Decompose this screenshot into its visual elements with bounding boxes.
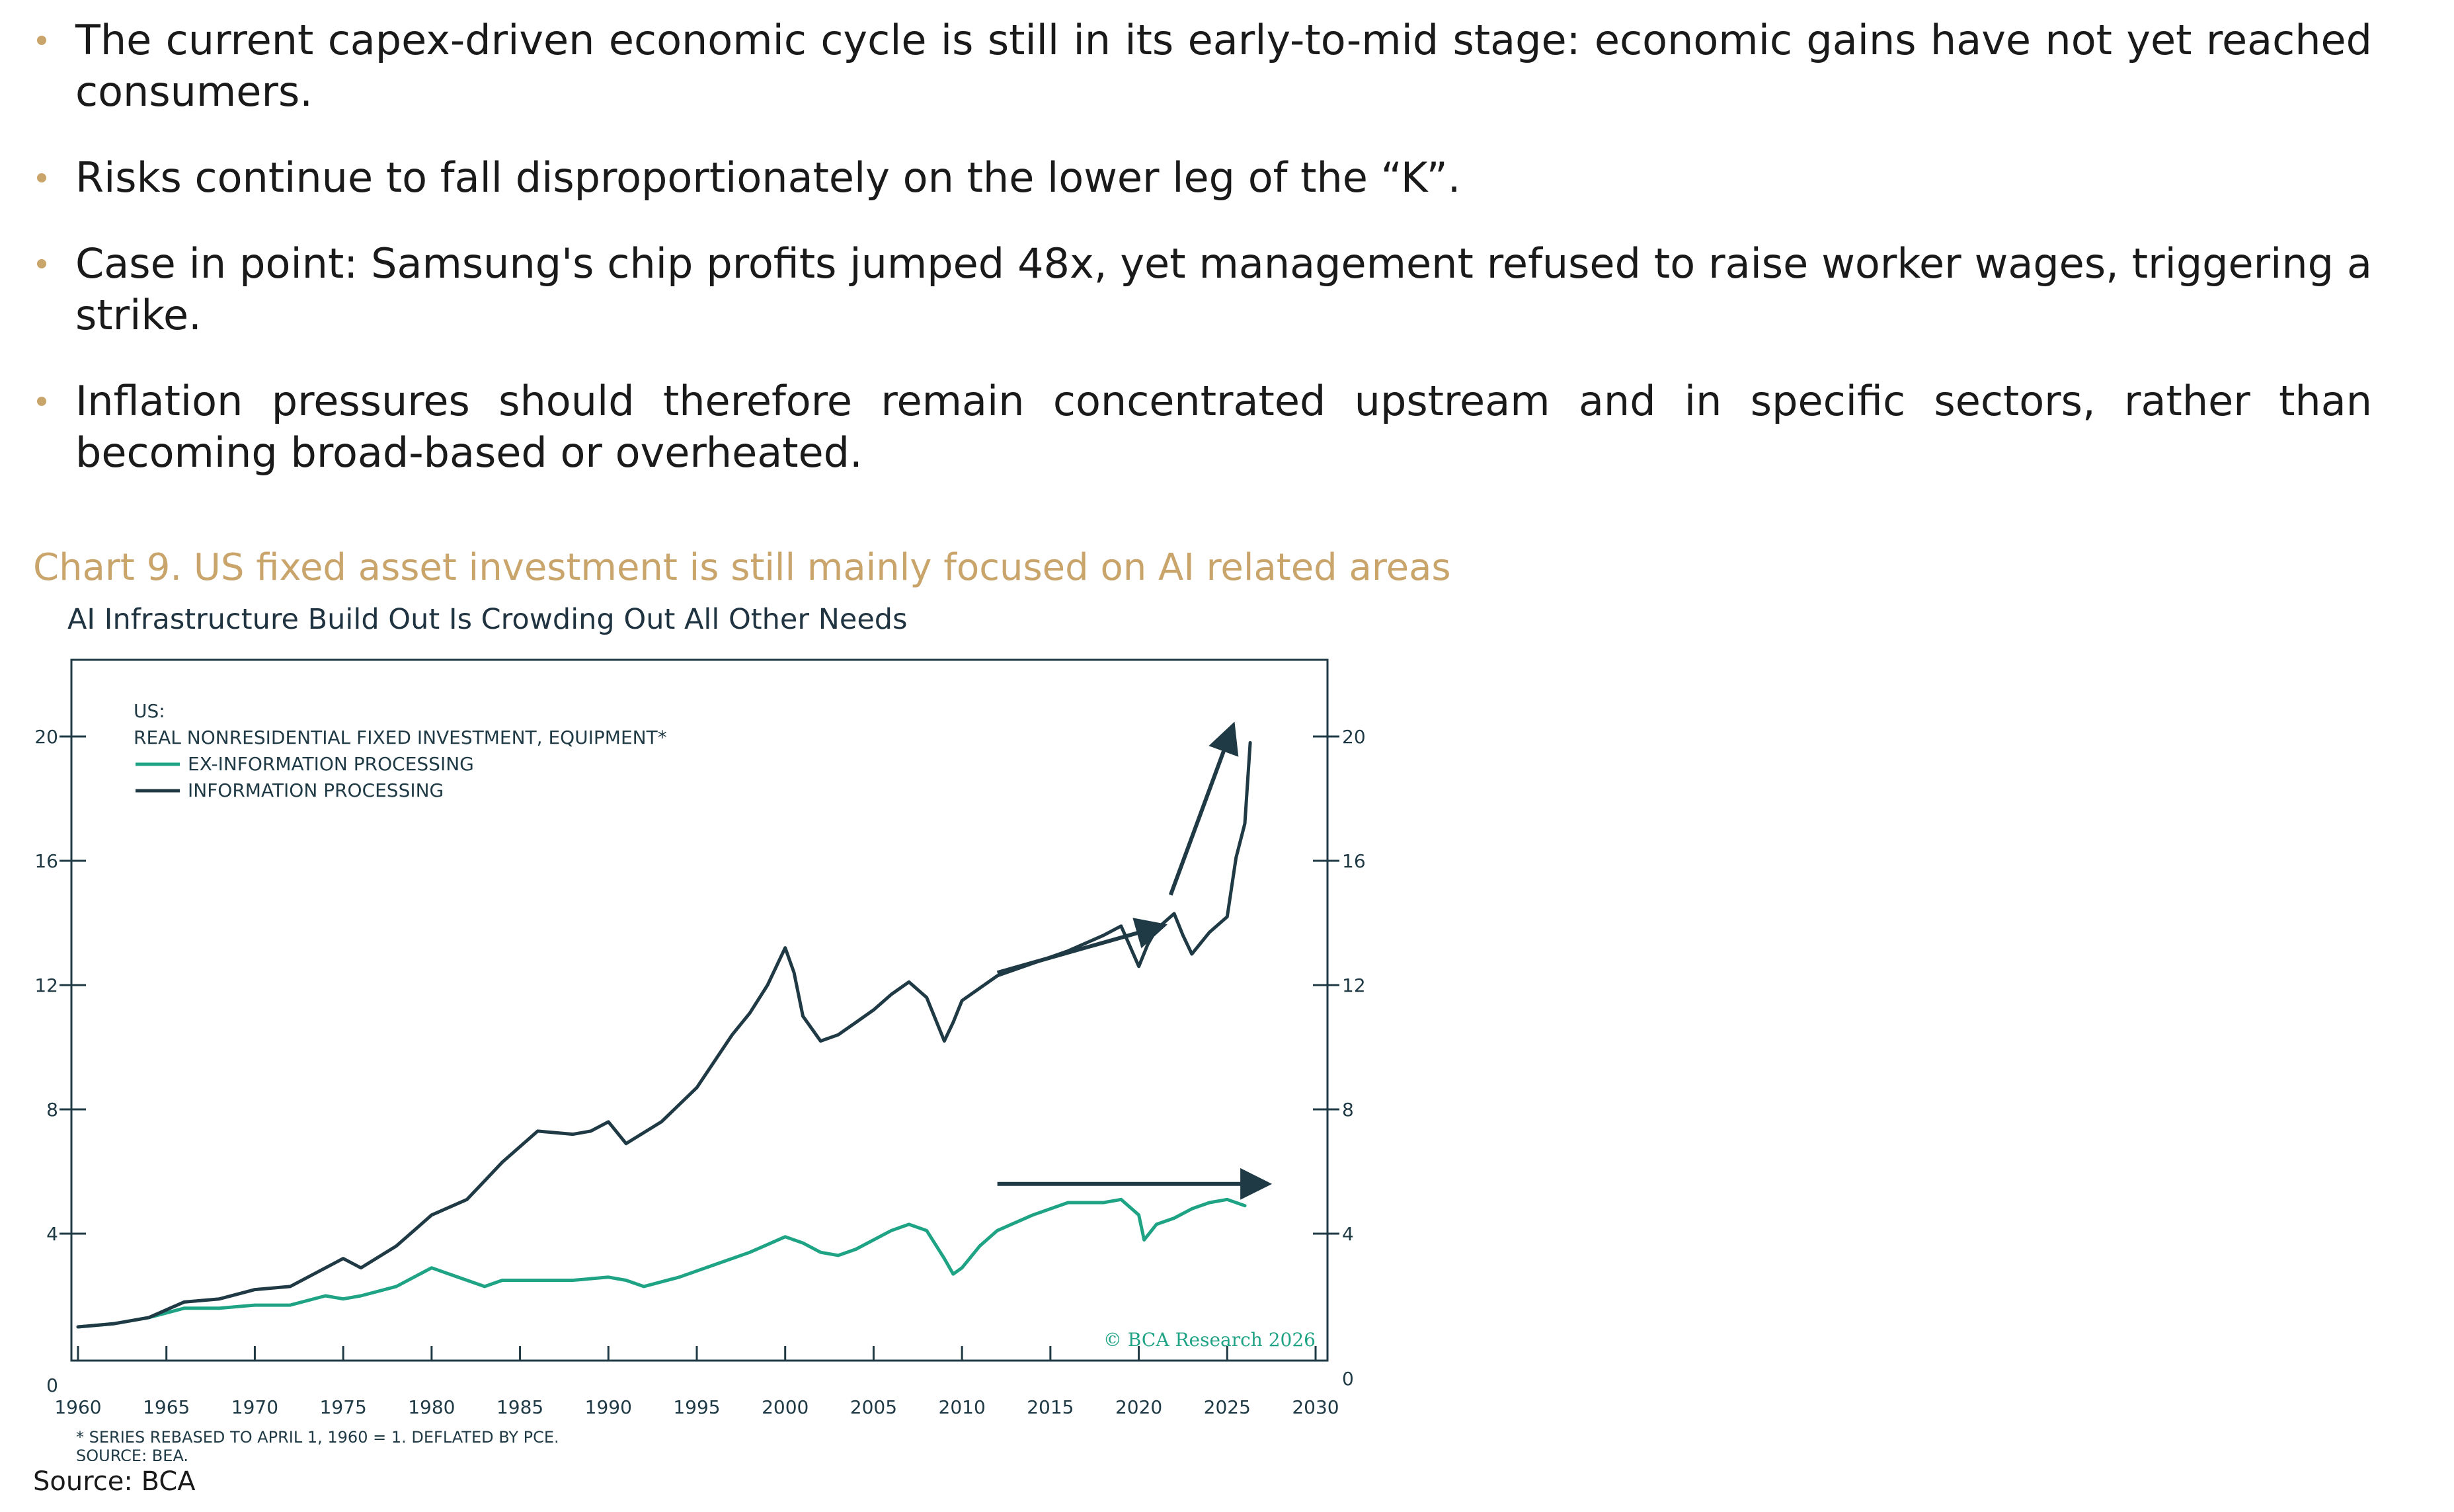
- annotation-group: [996, 721, 1273, 1200]
- x-tick-label: 1995: [673, 1396, 720, 1418]
- y-tick-label-left: 8: [46, 1099, 58, 1121]
- footnote-1: * SERIES REBASED TO APRIL 1, 1960 = 1. D…: [76, 1428, 559, 1447]
- legend-subtitle: REAL NONRESIDENTIAL FIXED INVESTMENT, EQ…: [134, 727, 667, 748]
- x-tick-label: 1990: [585, 1396, 632, 1418]
- y-tick-label-right: 16: [1342, 850, 1366, 872]
- trend-arrow-2: [1168, 721, 1239, 896]
- series-line-information-processing: [76, 740, 1252, 1329]
- y-tick-label-left: 20: [34, 726, 58, 748]
- bullet-dot-icon: [37, 397, 46, 406]
- source-note: Source: BCA: [33, 1466, 196, 1497]
- y-tick-label-left: 4: [46, 1223, 58, 1245]
- x-tick-label: 2030: [1292, 1396, 1339, 1418]
- x-tick-label: 2005: [850, 1396, 897, 1418]
- bullet-list: The current capex-driven economic cycle …: [32, 15, 2372, 513]
- bullet-item: Case in point: Samsung's chip profits ju…: [32, 238, 2372, 341]
- x-tick-label: 2000: [762, 1396, 809, 1418]
- bullet-text: Case in point: Samsung's chip profits ju…: [75, 239, 2372, 339]
- legend: US: REAL NONRESIDENTIAL FIXED INVESTMENT…: [134, 700, 667, 801]
- series-group: [76, 740, 1252, 1329]
- bullet-dot-icon: [37, 36, 46, 45]
- legend-label-info: INFORMATION PROCESSING: [188, 779, 444, 801]
- x-tick-label: 1970: [231, 1396, 278, 1418]
- x-tick-label: 2010: [939, 1396, 986, 1418]
- legend-label-ex-info: EX-INFORMATION PROCESSING: [188, 753, 474, 775]
- bullet-dot-icon: [37, 173, 46, 182]
- bullet-text: Risks continue to fall disproportionatel…: [75, 153, 1461, 202]
- y-tick-label-left: 0: [46, 1374, 58, 1396]
- x-tick-label: 2015: [1027, 1396, 1074, 1418]
- y-tick-label-right: 20: [1342, 726, 1366, 748]
- watermark: © BCA Research 2026: [1103, 1329, 1316, 1351]
- y-tick-label-left: 16: [34, 850, 58, 872]
- x-tick-label: 1965: [143, 1396, 190, 1418]
- bullet-text: The current capex-driven economic cycle …: [75, 16, 2372, 116]
- y-tick-label-left: 12: [34, 975, 58, 996]
- x-tick-label: 1960: [54, 1396, 101, 1418]
- chart-title: AI Infrastructure Build Out Is Crowding …: [67, 603, 908, 636]
- x-tick-label: 1985: [496, 1396, 543, 1418]
- axes-group: 1960 1965 1970 1975 1980 1985 1990 1995 2000 2005…: [34, 726, 1365, 1418]
- plot-frame: [70, 658, 1329, 1362]
- y-tick-label-right: 12: [1342, 975, 1366, 996]
- bullet-item: Inflation pressures should therefore rem…: [32, 376, 2372, 479]
- x-tick-label: 1980: [408, 1396, 455, 1418]
- legend-title: US:: [134, 700, 165, 722]
- chart-caption: Chart 9. US fixed asset investment is st…: [33, 546, 1451, 589]
- x-tick-label: 1975: [320, 1396, 367, 1418]
- bullet-item: Risks continue to fall disproportionatel…: [32, 152, 2372, 204]
- x-tick-label: 2020: [1115, 1396, 1162, 1418]
- x-tick-label: 2025: [1204, 1396, 1251, 1418]
- series-line-ex-information-processing: [76, 1197, 1247, 1329]
- line-chart: 1960 1965 1970 1975 1980 1985 1990 1995 2000 2005…: [34, 658, 1366, 1461]
- bullet-item: The current capex-driven economic cycle …: [32, 15, 2372, 118]
- trend-arrow-1: [996, 918, 1168, 975]
- bullet-dot-icon: [37, 259, 46, 268]
- bullet-text: Inflation pressures should therefore rem…: [75, 377, 2372, 477]
- y-tick-label-right: 8: [1342, 1099, 1354, 1121]
- y-tick-label-right: 0: [1342, 1368, 1354, 1390]
- footnote-2: SOURCE: BEA.: [76, 1447, 188, 1461]
- y-tick-label-right: 4: [1342, 1223, 1354, 1245]
